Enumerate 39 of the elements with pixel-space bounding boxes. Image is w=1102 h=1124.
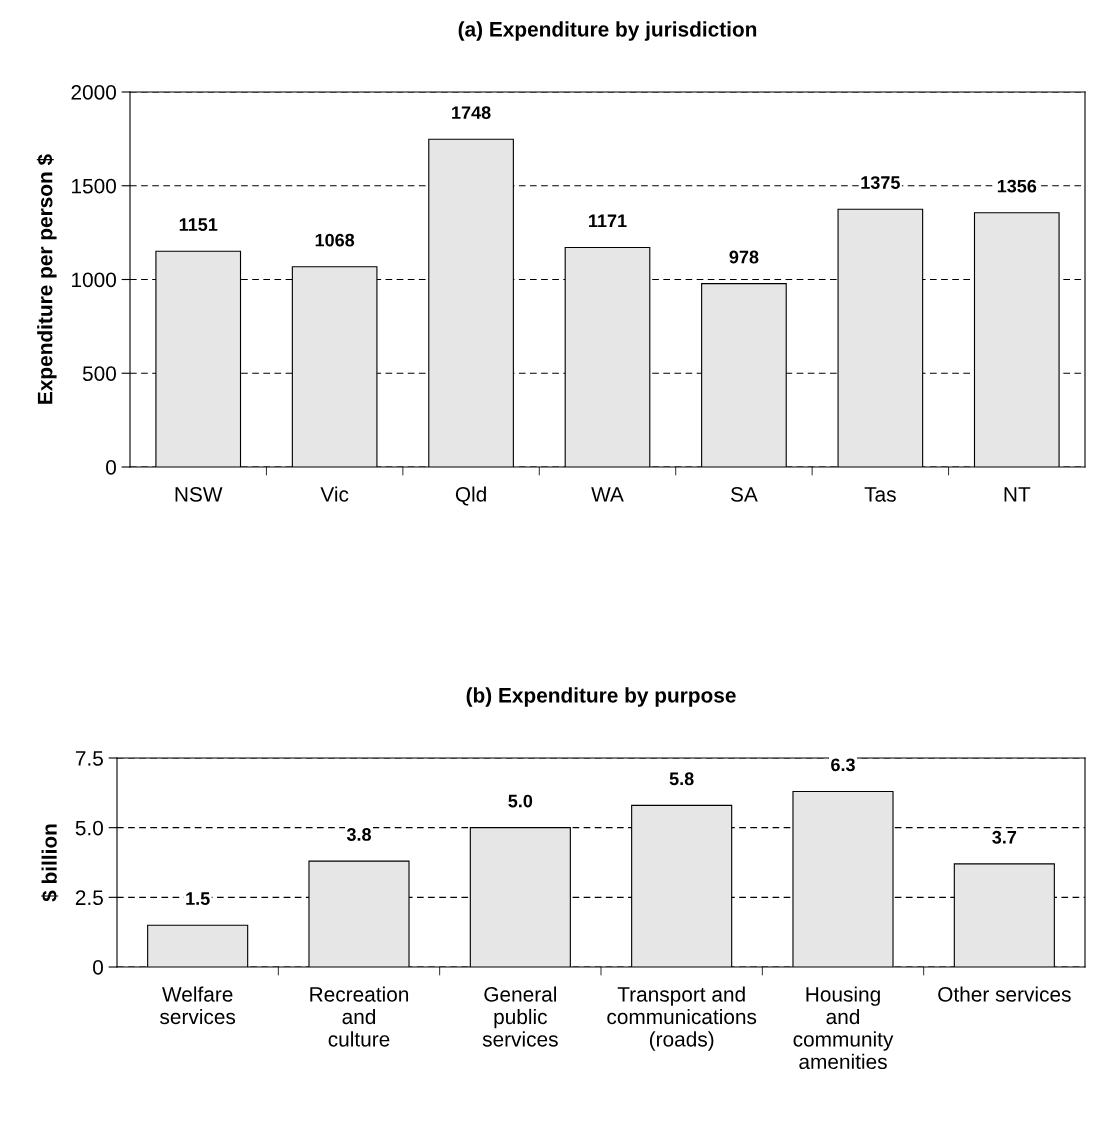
y-tick-label: 5.0: [75, 820, 103, 836]
x-tick-label: Welfare services: [160, 986, 236, 1025]
x-tick-label: General public services: [482, 986, 558, 1047]
data-label: 3.8: [346, 828, 371, 841]
x-tick-label: Other services: [938, 986, 1071, 1002]
data-label: 1151: [179, 218, 218, 231]
x-tick-label: Qld: [455, 486, 486, 506]
chart-title: (a) Expenditure by jurisdiction: [458, 21, 757, 41]
chart-title: (b) Expenditure by purpose: [466, 687, 736, 707]
data-label: 1068: [315, 233, 355, 247]
data-label: 5.0: [508, 794, 533, 808]
x-tick-label: Vic: [320, 486, 349, 502]
data-label: 3.7: [992, 830, 1017, 844]
y-tick-label: 1000: [72, 272, 116, 288]
y-tick-label: 2000: [71, 85, 116, 100]
y-tick-label: 500: [82, 366, 116, 381]
y-tick-label: 0: [93, 960, 103, 975]
data-label: 1171: [589, 214, 627, 228]
data-label: 1356: [997, 179, 1037, 193]
data-label: 5.8: [669, 772, 694, 786]
data-label: 1375: [861, 176, 900, 189]
x-tick-label: NSW: [175, 486, 223, 502]
y-axis-title: $ billion: [41, 824, 59, 902]
data-label: 978: [729, 250, 759, 264]
x-tick-label: Housing and community amenities: [793, 986, 894, 1070]
y-tick-label: 7.5: [75, 751, 103, 766]
x-tick-label: WA: [591, 487, 624, 502]
x-tick-label: Transport and communications (roads): [607, 986, 757, 1051]
data-label: 6.3: [831, 758, 855, 772]
y-tick-label: 2.5: [75, 890, 103, 906]
data-label: 1.5: [186, 892, 210, 905]
y-tick-label: 1500: [72, 178, 116, 194]
data-label: 1748: [452, 106, 491, 120]
y-axis-title: Expenditure per person $: [36, 154, 57, 404]
x-tick-label: NT: [1004, 487, 1031, 502]
x-tick-label: Tas: [864, 487, 896, 502]
x-tick-label: Recreation and culture: [310, 986, 409, 1047]
y-tick-label: 0: [106, 460, 116, 475]
x-tick-label: SA: [730, 486, 758, 502]
